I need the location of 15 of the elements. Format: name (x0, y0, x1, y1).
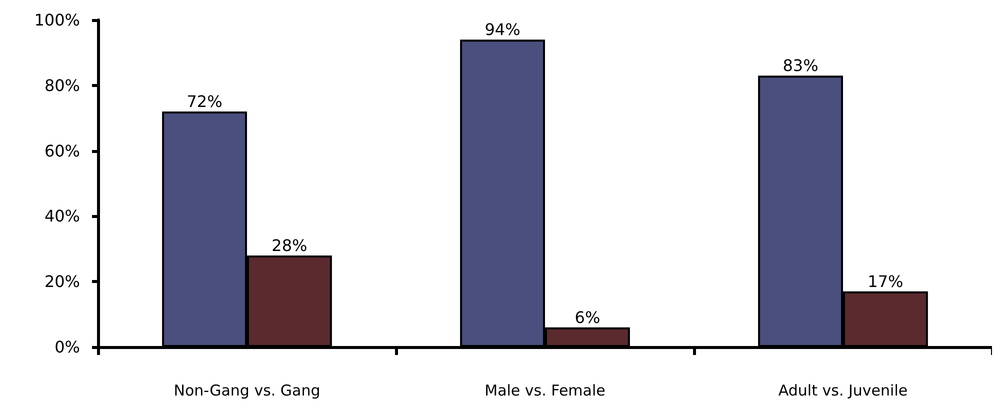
data-label: 28% (272, 236, 308, 255)
y-tick-label: 20% (44, 272, 80, 292)
x-tick-label: Adult vs. Juvenile (778, 382, 908, 400)
data-label: 17% (868, 272, 904, 291)
data-label: 83% (782, 56, 818, 76)
y-tick-label: 0% (54, 338, 80, 356)
data-label: 72% (186, 92, 222, 112)
y-tick-label: 40% (44, 206, 80, 226)
x-tick-label: Non-Gang vs. Gang (174, 382, 320, 400)
data-label: 6% (574, 308, 600, 327)
x-tick-label: Male vs. Female (484, 382, 606, 400)
data-label: 94% (484, 20, 520, 40)
y-tick-label: 80% (44, 76, 80, 95)
y-tick-label: 60% (44, 141, 80, 160)
y-tick-label: 100% (34, 10, 80, 30)
